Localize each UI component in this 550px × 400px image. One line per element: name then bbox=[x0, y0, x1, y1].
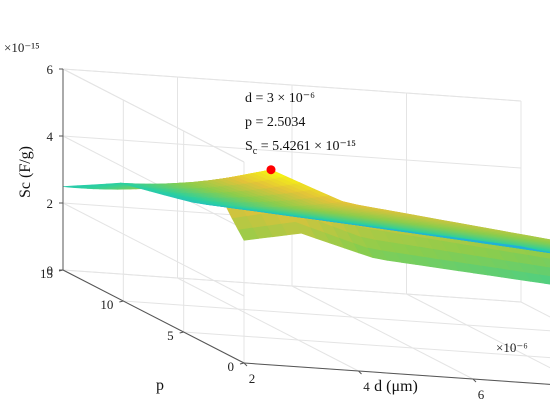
gridline bbox=[123, 300, 550, 332]
box-edge bbox=[62, 68, 522, 102]
y-axis-label: p bbox=[156, 377, 164, 394]
box-edge bbox=[62, 68, 245, 163]
gridline bbox=[62, 202, 245, 297]
x-tick-mark bbox=[243, 362, 248, 367]
x-exponent-label: ×10⁻⁶ bbox=[496, 340, 528, 355]
peak-annotation: d = 3 × 10⁻⁶ p = 2.5034 Sc = 5.4261 × 10… bbox=[245, 91, 356, 157]
gridline bbox=[183, 331, 550, 359]
y-tick-label: 5 bbox=[167, 328, 174, 343]
y-tick-label: 10 bbox=[100, 297, 113, 312]
annotation-sc-value: = 5.4261 × 10⁻¹⁵ bbox=[257, 139, 356, 154]
y-axis-line bbox=[62, 269, 245, 364]
peak-marker bbox=[266, 165, 276, 175]
z-tick-label: 0 bbox=[47, 263, 54, 278]
x-tick-mark bbox=[358, 370, 362, 375]
y-tick-label: 0 bbox=[228, 359, 235, 374]
gridline bbox=[62, 269, 522, 303]
y-tick-mark bbox=[119, 300, 124, 303]
y-tick-label: 15 bbox=[40, 266, 53, 281]
x-axis-label: d (μm) bbox=[374, 378, 418, 395]
gridline bbox=[177, 277, 359, 372]
z-tick-label: 2 bbox=[47, 196, 54, 211]
surface-patch bbox=[62, 185, 84, 188]
surface-mesh bbox=[62, 169, 550, 285]
x-tick-label: 4 bbox=[363, 379, 370, 394]
z-tick-label: 4 bbox=[47, 129, 54, 144]
y-tick-mark bbox=[239, 362, 245, 365]
annotation-sc-subscript: c bbox=[253, 146, 258, 157]
annotation-sc: Sc = 5.4261 × 10⁻¹⁵ bbox=[245, 139, 356, 157]
annotation-p: p = 2.5034 bbox=[245, 115, 305, 130]
annotation-d: d = 3 × 10⁻⁶ bbox=[245, 91, 315, 106]
x-tick-label: 2 bbox=[249, 371, 256, 386]
annotation-sc-symbol: S bbox=[245, 139, 253, 154]
x-tick-mark bbox=[472, 378, 477, 383]
axes: 2468100510150246 bbox=[40, 62, 550, 400]
z-tick-label: 6 bbox=[47, 62, 54, 77]
y-tick-mark bbox=[179, 331, 184, 334]
z-axis-label: Sc (F/g) bbox=[17, 146, 34, 198]
gridline bbox=[291, 285, 474, 380]
x-tick-label: 6 bbox=[478, 387, 485, 400]
gridline bbox=[406, 293, 550, 369]
gridline bbox=[62, 135, 522, 169]
z-exponent-label: ×10⁻¹⁵ bbox=[4, 40, 40, 55]
